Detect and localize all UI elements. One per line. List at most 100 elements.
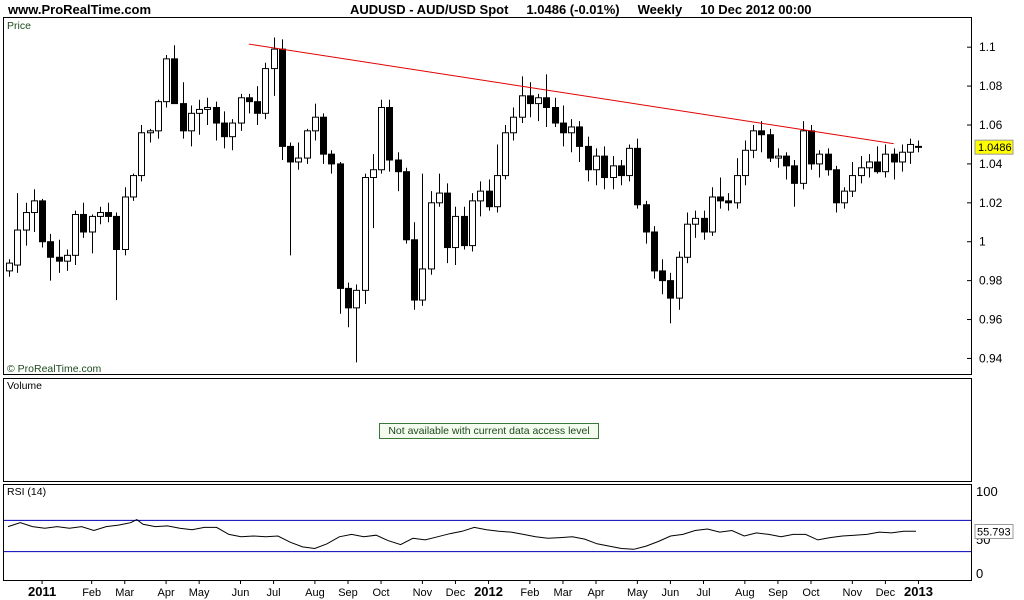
- candle-body: [634, 147, 641, 206]
- candle-body: [717, 196, 724, 202]
- time-tick-label: Nov: [413, 587, 433, 599]
- candle-body: [56, 256, 63, 262]
- time-tick-label: Jun: [232, 587, 250, 599]
- rsi-last-label: 55.793: [977, 526, 1011, 538]
- candle-body: [486, 190, 493, 208]
- price-last-badge: [974, 139, 1014, 155]
- price-tick-label: 1.1: [979, 40, 996, 54]
- candle-body: [188, 112, 195, 132]
- candle-body: [246, 97, 253, 103]
- candle-body: [138, 132, 145, 177]
- price-tick-label: 0.94: [979, 351, 1003, 365]
- candle-body: [701, 217, 708, 233]
- candle-body: [14, 229, 21, 266]
- candle-body: [618, 165, 625, 177]
- last-change: 1.0486 (-0.01%): [526, 2, 620, 17]
- candle-body: [808, 130, 815, 165]
- time-tick-label: Mar: [553, 587, 572, 599]
- candle-body: [519, 95, 526, 118]
- candle-body: [841, 190, 848, 204]
- candle-body: [39, 200, 46, 243]
- candle-body: [97, 212, 104, 217]
- candle-body: [626, 147, 633, 177]
- candle-body: [477, 190, 484, 202]
- candle-body: [80, 213, 87, 233]
- candle-body: [163, 58, 170, 103]
- time-tick-label: Feb: [82, 587, 101, 599]
- candle-body: [469, 200, 476, 247]
- price-tick-label: 1.04: [979, 157, 1003, 171]
- candle-body: [130, 175, 137, 198]
- candle-body: [783, 155, 790, 167]
- candle-body: [849, 175, 856, 192]
- candle-body: [436, 192, 443, 204]
- candle-body: [345, 287, 352, 309]
- candle-body: [543, 97, 550, 108]
- candle-body: [552, 106, 559, 124]
- candle-body: [295, 157, 302, 163]
- time-tick-label: Sep: [768, 587, 788, 599]
- candle-body: [312, 116, 319, 132]
- price-y-axis: 1.1 1.08 1.06 1.04 1.02 1 0.98 0.96 0.94: [967, 40, 1003, 365]
- time-axis: 2011 Feb Mar Apr May Jun Jul Aug Sep Oct Nov Dec 201…: [28, 580, 933, 599]
- time-tick-label: Nov: [843, 587, 863, 599]
- time-tick-label: Jul: [267, 587, 281, 599]
- candle-body: [64, 254, 71, 262]
- candle-body: [370, 169, 377, 179]
- candle-body: [221, 122, 228, 138]
- time-tick-label: Dec: [446, 587, 466, 599]
- candle-body: [328, 153, 335, 165]
- timeframe: Weekly: [637, 2, 683, 17]
- price-tick-label: 0.98: [979, 274, 1003, 288]
- candle-body: [105, 212, 112, 217]
- rsi-line: [7, 519, 916, 550]
- time-tick-label: 2011: [28, 584, 56, 599]
- candle-body: [659, 270, 666, 282]
- time-tick-label: Oct: [372, 587, 389, 599]
- rsi-series: [4, 519, 971, 553]
- candle-body: [320, 116, 327, 155]
- candle-body: [610, 165, 617, 179]
- price-last-label: 1.0486: [978, 142, 1012, 154]
- candle-body: [651, 231, 658, 272]
- candle-body: [304, 130, 311, 159]
- time-tick-label: May: [189, 587, 210, 599]
- candle-body: [196, 108, 203, 114]
- candle-body: [238, 97, 245, 124]
- price-tick-label: 1.06: [979, 118, 1003, 132]
- candle-body: [874, 161, 881, 173]
- time-tick-label: Apr: [587, 587, 604, 599]
- site-name[interactable]: www.ProRealTime.com: [8, 2, 152, 17]
- rsi-panel[interactable]: [3, 484, 972, 581]
- candle-body: [684, 223, 691, 258]
- candle-body: [585, 145, 592, 171]
- time-tick-label: 2013: [904, 584, 933, 599]
- candle-body: [816, 153, 823, 165]
- candle-body: [47, 241, 54, 258]
- price-tick-label: 1.02: [979, 196, 1003, 210]
- candle-body: [461, 215, 468, 247]
- rsi-tick-label: 0: [976, 566, 983, 581]
- candlestick-series: [6, 37, 922, 363]
- datetime: 10 Dec 2012 00:00: [700, 2, 812, 17]
- time-tick-label: Dec: [876, 587, 896, 599]
- candle-body: [775, 155, 782, 159]
- candle-body: [560, 122, 567, 134]
- candle-body: [692, 217, 699, 225]
- candle-body: [899, 151, 906, 163]
- candle-body: [353, 289, 360, 309]
- candle-body: [362, 177, 369, 291]
- candle-body: [510, 116, 517, 134]
- time-tick-label: Oct: [802, 587, 819, 599]
- candle-body: [171, 58, 178, 105]
- candle-body: [155, 101, 162, 132]
- candle-body: [891, 153, 898, 163]
- candle-body: [866, 161, 873, 169]
- volume-panel-label: Volume: [7, 380, 42, 392]
- candle-body: [122, 196, 129, 250]
- time-tick-label: Jun: [662, 587, 680, 599]
- rsi-tick-label: 100: [976, 484, 998, 499]
- rsi-last-badge: [974, 523, 1014, 539]
- candle-body: [825, 153, 832, 171]
